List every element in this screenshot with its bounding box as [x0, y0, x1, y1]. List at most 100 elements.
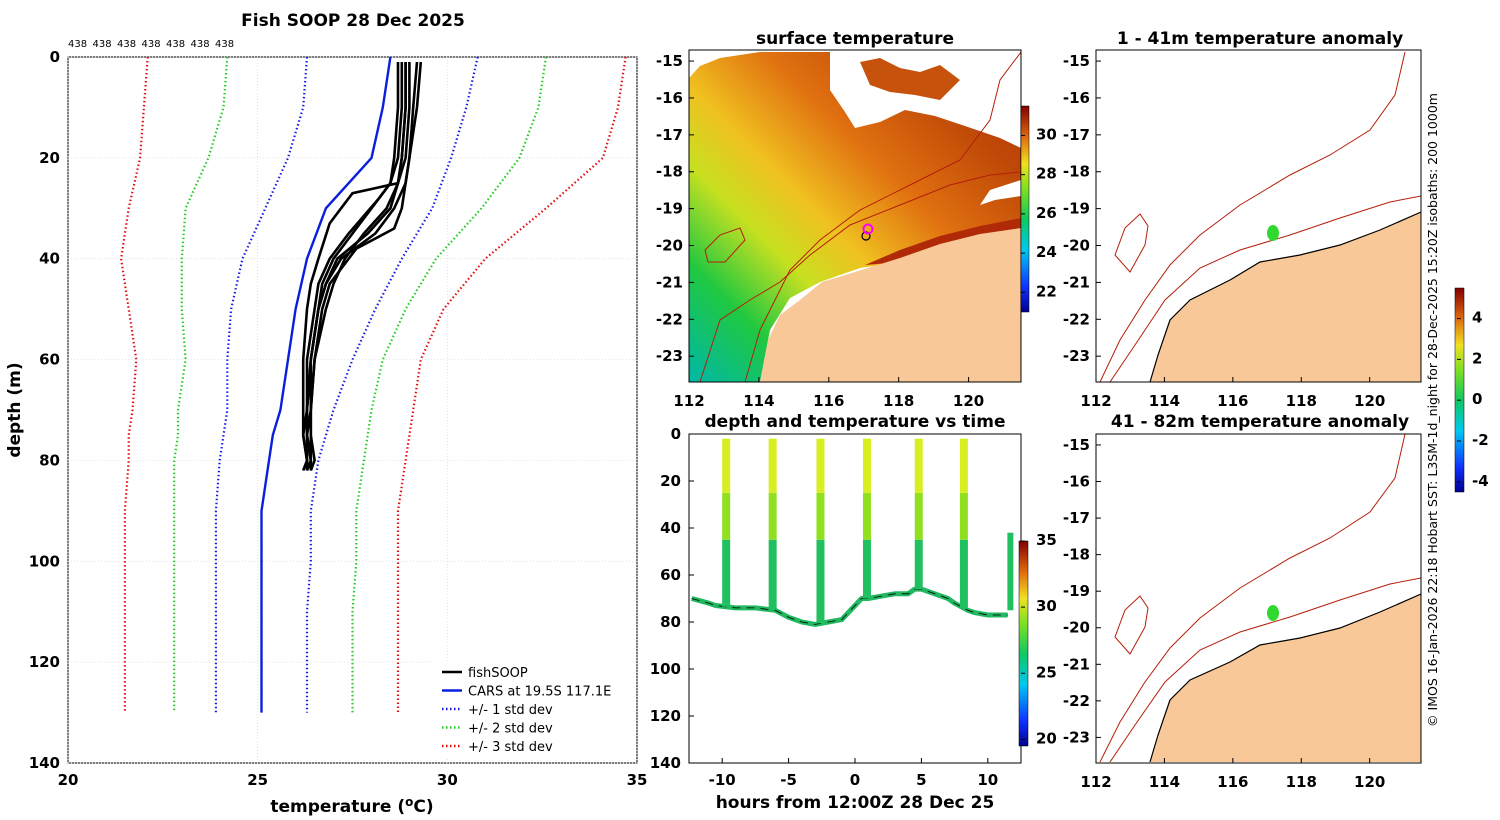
anomaly1-ytick-label: -21 — [1063, 273, 1090, 291]
anomaly2-title: 41 - 82m temperature anomaly — [1111, 412, 1409, 432]
cast-location-marker-current — [862, 223, 874, 235]
anomaly-map-shallow: 112 114 116 118 120 -15 -16 -17 -18 -19 -20 -21 -22 -… — [1063, 29, 1422, 410]
cast-surface-segment — [914, 438, 923, 493]
sst-ytick-label: -15 — [656, 52, 683, 70]
anomaly1-xtick-label: 112 — [1080, 392, 1111, 410]
profile-ytick-label: 0 — [50, 48, 60, 66]
anomaly1-ytick-label: -18 — [1063, 163, 1090, 181]
timeseries-ytick-label: 40 — [660, 519, 681, 537]
cast-thermocline-segment — [862, 492, 871, 540]
sst-cb-label: 24 — [1036, 243, 1057, 261]
timeseries-ytick-label: 120 — [650, 707, 681, 725]
timeseries-axes-frame — [688, 433, 1022, 764]
anomaly2-island — [1114, 595, 1149, 655]
profile-ylabel: depth (m) — [5, 362, 25, 457]
anomaly2-ytick-label: -17 — [1063, 509, 1090, 527]
cast-surface-segment — [862, 438, 871, 493]
cast-lower-segment — [862, 539, 871, 599]
anomaly1-xtick-label: 116 — [1217, 392, 1248, 410]
profile-ytick-label: 100 — [29, 552, 60, 570]
std2-lower-line — [173, 56, 229, 713]
legend-label: fishSOOP — [468, 666, 528, 681]
timeseries-ytick-label: 140 — [650, 754, 681, 772]
legend-label: +/- 3 std dev — [468, 740, 553, 755]
anomaly2-ytick-label: -16 — [1063, 473, 1090, 491]
anomaly1-ytick-label: -17 — [1063, 126, 1090, 144]
anomaly2-ytick-label: -15 — [1063, 436, 1090, 454]
sst-field — [689, 52, 1021, 382]
anomaly2-land — [1096, 594, 1421, 762]
anomaly1-ytick-label: -20 — [1063, 237, 1090, 255]
bottom-depth-reference — [691, 588, 1008, 625]
timeseries-ytick-label: 0 — [671, 425, 681, 443]
sst-xtick-label: 114 — [743, 392, 774, 410]
sst-cb-label: 30 — [1036, 125, 1057, 143]
std1-lower-line — [214, 56, 309, 713]
timeseries-xlabel: hours from 12:00Z 28 Dec 25 — [716, 793, 995, 813]
legend-label: +/- 2 std dev — [468, 722, 553, 737]
timeseries-colorbar — [1018, 540, 1029, 747]
profile-chart: 20 25 30 35 0 20 40 60 80 100 120 140 Fish SOOP 28 … — [5, 11, 647, 817]
anomaly2-xtick-label: 120 — [1354, 773, 1385, 791]
sst-xtick-label: 112 — [673, 392, 704, 410]
cast-surface-segment — [768, 438, 777, 493]
sst-ytick-label: -22 — [656, 310, 683, 328]
anomaly2-frame — [1095, 433, 1422, 764]
cast-location-marker — [861, 231, 871, 241]
anomaly-cb-label: 0 — [1472, 390, 1482, 408]
anomaly1-isobath-200 — [1109, 195, 1421, 382]
sst-isobath-200 — [699, 171, 1021, 382]
profile-legend: fishSOOP CARS at 19.5S 117.1E +/- 1 std de… — [431, 661, 633, 759]
profile-ytick-label: 80 — [39, 451, 60, 469]
anomaly1-marker — [1267, 225, 1279, 241]
std3-upper-line — [396, 56, 627, 713]
legend-label: CARS at 19.5S 117.1E — [468, 685, 611, 700]
timeseries-xtick-label: -5 — [780, 771, 797, 789]
sst-cb-label: 26 — [1036, 204, 1057, 222]
anomaly2-isobath-200 — [1109, 577, 1421, 762]
sst-ytick-label: -19 — [656, 200, 683, 218]
profile-axes-frame — [67, 56, 638, 764]
cast-thermocline-segment — [768, 492, 777, 540]
anomaly2-xtick-label: 116 — [1217, 773, 1248, 791]
cast-surface-segment — [816, 438, 825, 493]
anomaly-colorbar — [1454, 287, 1465, 493]
legend-label: +/- 1 std dev — [468, 703, 553, 718]
credit-text: © IMOS 16-Jan-2026 22:18 Hobart SST: L3S… — [1425, 93, 1440, 727]
sst-land — [689, 228, 1021, 382]
anomaly2-xtick-label: 118 — [1286, 773, 1317, 791]
cast-lower-segment — [914, 539, 923, 590]
cast-lower-segment — [816, 539, 825, 624]
sst-title: surface temperature — [756, 29, 954, 49]
timeseries-ytick-label: 60 — [660, 566, 681, 584]
cast-thermocline-segment — [816, 492, 825, 540]
cast-lower-segment — [722, 539, 731, 607]
std3-lower-line — [119, 56, 149, 713]
timeseries-ytick-label: 100 — [650, 660, 681, 678]
timeseries-ytick-label: 20 — [660, 472, 681, 490]
timeseries-xtick-label: 10 — [977, 771, 998, 789]
sst-cb-label: 22 — [1036, 282, 1057, 300]
sst-xtick-label: 116 — [813, 392, 844, 410]
sst-xtick-label: 118 — [883, 392, 914, 410]
sst-ytick-label: -21 — [656, 273, 683, 291]
anomaly2-ytick-label: -23 — [1063, 728, 1090, 746]
profile-count-label: 438 — [166, 39, 185, 50]
sst-ytick-label: -18 — [656, 163, 683, 181]
anomaly2-isobath-1000 — [1099, 433, 1406, 762]
timeseries-ytick-label: 80 — [660, 613, 681, 631]
sst-ytick-label: -16 — [656, 89, 683, 107]
timeseries-cb-label: 30 — [1036, 597, 1057, 615]
profile-xtick-label: 35 — [627, 771, 648, 789]
anomaly1-ytick-label: -16 — [1063, 89, 1090, 107]
anomaly2-marker — [1267, 605, 1279, 621]
anomaly1-frame — [1095, 49, 1422, 383]
sst-cb-label: 28 — [1036, 165, 1057, 183]
cast-thermocline-segment — [959, 492, 968, 540]
profile-count-label: 438 — [93, 39, 112, 50]
cast-surface-segment — [959, 438, 968, 493]
cast-surface-segment — [722, 438, 731, 493]
sst-coastal-band — [865, 218, 1021, 265]
sst-map: 112 114 116 118 120 -15 -16 -17 -18 -19 -20 -21 -22 -… — [656, 29, 1057, 410]
